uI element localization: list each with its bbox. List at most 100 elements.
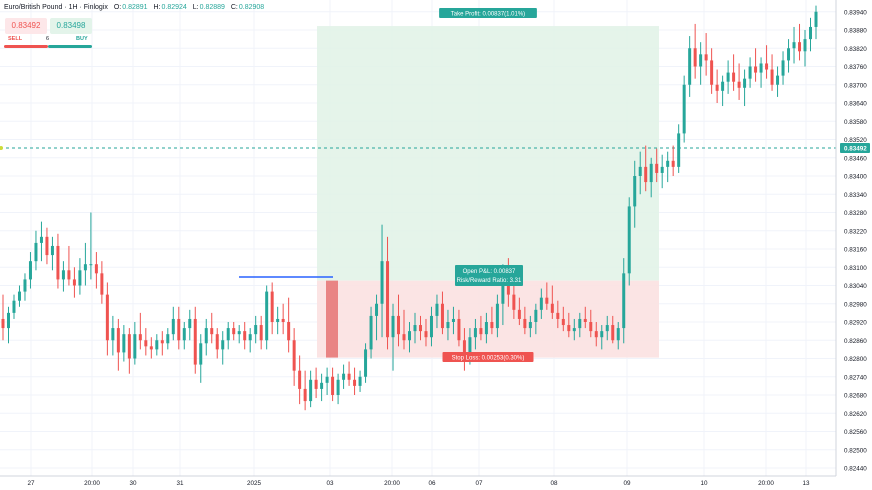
price-axis-bg: [836, 0, 872, 490]
candle-body: [627, 206, 631, 274]
candle-body: [754, 66, 758, 73]
candle: [314, 367, 318, 399]
candle: [116, 318, 120, 371]
candle: [292, 328, 296, 386]
candle: [490, 306, 494, 335]
candle: [754, 48, 758, 82]
price-tick: 0.82500: [844, 447, 867, 454]
candle-body: [611, 325, 615, 341]
buy-button[interactable]: 0.83498: [50, 18, 92, 34]
candle: [550, 285, 554, 319]
candle: [748, 57, 752, 88]
candle-body: [710, 60, 714, 85]
candle-body: [243, 331, 247, 341]
candle: [182, 322, 186, 350]
sell-bar: [4, 45, 48, 48]
candle-body: [397, 315, 401, 335]
trade-panel: 0.83492 0.83498 SELL 6 BUY: [4, 17, 92, 49]
sell-button[interactable]: 0.83492: [5, 18, 47, 34]
candle-body: [270, 291, 274, 322]
candle-body: [226, 328, 230, 341]
candle: [56, 233, 60, 289]
candle: [155, 334, 159, 356]
candle-body: [688, 48, 692, 85]
candle-body: [72, 279, 76, 286]
candle: [440, 291, 444, 335]
price-tick: 0.83460: [844, 155, 867, 162]
candle: [1, 294, 5, 341]
stop-loss-label-bg: [442, 352, 534, 362]
candle-body: [429, 315, 433, 338]
candle-body: [23, 279, 27, 292]
candle-body: [666, 160, 670, 167]
time-tick: 08: [550, 480, 558, 487]
candle: [39, 221, 43, 262]
candle: [616, 322, 620, 350]
candle: [572, 318, 576, 341]
candle-body: [39, 236, 43, 243]
take-profit-label-bg: [439, 8, 537, 18]
time-tick: 31: [176, 480, 184, 487]
candle-body: [776, 75, 780, 85]
candle-body: [765, 63, 769, 70]
candle-body: [254, 325, 258, 335]
candle-body: [375, 303, 379, 316]
candle: [814, 5, 818, 40]
candle-body: [177, 318, 181, 341]
candle-body: [111, 328, 115, 341]
candle: [495, 294, 499, 338]
candle-body: [34, 242, 38, 262]
open-value: 0.82891: [122, 4, 148, 11]
candle: [83, 242, 87, 286]
price-tick: 0.83940: [844, 9, 867, 16]
candle: [710, 48, 714, 94]
candle-body: [133, 334, 137, 359]
candle: [589, 309, 593, 338]
candle-body: [578, 318, 582, 329]
candle-body: [171, 318, 175, 335]
time-axis: 27 20:00 30 31 2025 03 20:00 06 07 08 09 10 20:00 13: [27, 480, 810, 487]
candle: [776, 66, 780, 97]
candle-body: [358, 376, 362, 386]
candle-body: [572, 328, 576, 332]
candle: [693, 23, 697, 79]
candle: [704, 33, 708, 76]
candle: [699, 42, 703, 85]
price-tick: 0.82740: [844, 374, 867, 381]
candle-body: [479, 328, 483, 335]
candle-body: [149, 346, 153, 350]
candle-body: [94, 264, 98, 274]
candle-body: [737, 81, 741, 88]
candle: [34, 230, 38, 271]
candle-body: [457, 318, 461, 341]
price-tick: 0.82860: [844, 338, 867, 345]
candle: [303, 370, 307, 411]
candle: [649, 157, 653, 198]
candle: [798, 23, 802, 61]
candle-body: [534, 309, 538, 322]
candle: [237, 325, 241, 344]
low-label: L:: [192, 4, 199, 11]
price-tick: 0.83760: [844, 64, 867, 71]
candle-body: [418, 325, 422, 332]
entry-loss-bar: [326, 280, 338, 358]
candles: [1, 5, 818, 411]
candle: [528, 315, 532, 338]
price-tick: 0.82620: [844, 411, 867, 418]
candle-body: [292, 340, 296, 371]
candle: [193, 306, 197, 374]
candle: [127, 328, 131, 374]
pnl-box-bg: [455, 265, 523, 286]
candle-body: [276, 318, 280, 322]
candle: [160, 331, 164, 356]
candle: [270, 282, 274, 335]
candle: [17, 285, 21, 307]
candle-body: [748, 66, 752, 79]
candle-body: [215, 334, 219, 350]
candle-body: [155, 340, 159, 350]
candle: [78, 258, 82, 295]
candle-body: [298, 370, 302, 389]
price-tick: 0.82920: [844, 320, 867, 327]
candle: [451, 306, 455, 335]
